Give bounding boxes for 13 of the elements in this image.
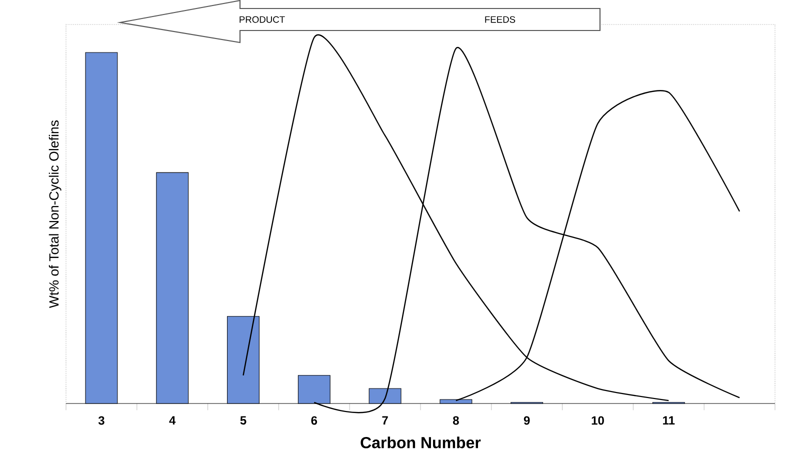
text: PRODUCT [240, 16, 285, 24]
x-tick-label: 11 [663, 416, 675, 425]
x-tick-label: 6 [311, 416, 318, 425]
x-tick-label: 5 [240, 416, 246, 425]
y-axis-title: Wt% of Total Non-Cyclic Olefins [48, 120, 62, 308]
text: FEEDS [485, 16, 516, 24]
x-tick-label: 8 [452, 416, 459, 425]
x-tick-label: 3 [98, 416, 104, 425]
x-tick-label: 9 [524, 416, 530, 425]
x-tick-label: 4 [169, 416, 176, 425]
x-tick-label: 10 [592, 416, 604, 425]
x-axis-title: Carbon Number [360, 436, 481, 449]
x-tick-label: 7 [382, 416, 388, 425]
